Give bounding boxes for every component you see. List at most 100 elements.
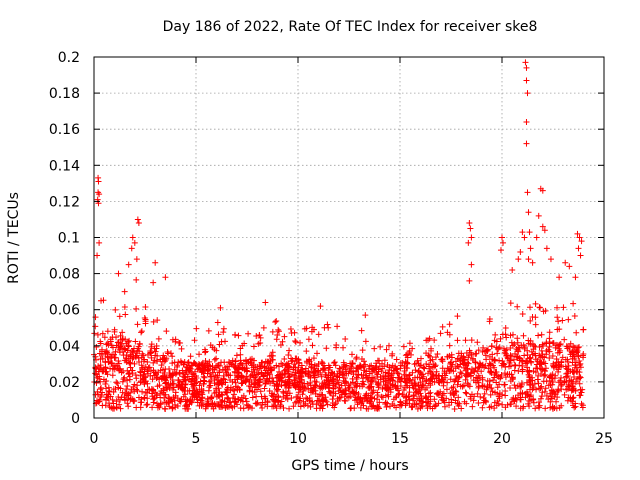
data-point <box>297 339 304 346</box>
data-point <box>452 358 459 365</box>
data-point <box>404 351 411 358</box>
data-point <box>530 395 537 402</box>
data-point <box>540 342 547 349</box>
data-point <box>456 357 463 364</box>
data-point <box>110 400 117 407</box>
data-point <box>232 358 239 365</box>
data-point <box>353 382 360 389</box>
data-point <box>367 384 374 391</box>
data-point <box>486 360 493 367</box>
data-point <box>313 379 320 386</box>
data-point <box>359 383 366 390</box>
data-point <box>539 389 546 396</box>
data-point <box>277 341 284 348</box>
data-point <box>133 256 140 263</box>
data-point <box>214 319 221 326</box>
data-point <box>383 403 390 410</box>
data-point <box>542 371 549 378</box>
data-point <box>137 399 144 406</box>
data-point <box>333 342 340 349</box>
data-point <box>497 247 504 254</box>
data-point <box>547 404 554 411</box>
data-point <box>368 378 375 385</box>
data-point <box>257 339 264 346</box>
data-point <box>215 379 222 386</box>
data-point <box>403 393 410 400</box>
data-point <box>336 365 343 372</box>
data-point <box>371 345 378 352</box>
data-point <box>578 389 585 396</box>
data-point <box>231 376 238 383</box>
data-point <box>565 383 572 390</box>
data-point <box>196 382 203 389</box>
data-point <box>158 362 165 369</box>
data-point <box>554 304 561 311</box>
data-point <box>297 372 304 379</box>
data-point <box>323 371 330 378</box>
data-point <box>527 245 534 252</box>
data-point <box>277 371 284 378</box>
data-point <box>120 368 127 375</box>
data-point <box>569 395 576 402</box>
data-point <box>124 377 131 384</box>
data-point <box>310 355 317 362</box>
data-point <box>272 319 279 326</box>
data-point <box>549 353 556 360</box>
data-point <box>538 393 545 400</box>
data-point <box>490 377 497 384</box>
data-point <box>462 367 469 374</box>
data-point <box>515 256 522 263</box>
data-point <box>185 366 192 373</box>
data-point <box>301 384 308 391</box>
data-point <box>391 402 398 409</box>
data-point <box>468 234 475 241</box>
data-point <box>207 377 214 384</box>
data-point <box>119 378 126 385</box>
data-point <box>285 360 292 367</box>
data-point <box>565 382 572 389</box>
data-point <box>162 373 169 380</box>
data-point <box>171 401 178 408</box>
data-point <box>112 348 119 355</box>
data-point <box>397 382 404 389</box>
data-point <box>440 379 447 386</box>
data-point <box>578 238 585 245</box>
data-point <box>275 328 282 335</box>
data-point <box>216 369 223 376</box>
data-point <box>519 368 526 375</box>
data-point <box>239 342 246 349</box>
chart-title: Day 186 of 2022, Rate Of TEC Index for r… <box>163 19 538 35</box>
data-point <box>106 388 113 395</box>
data-point <box>95 398 102 405</box>
data-point <box>141 356 148 363</box>
data-point <box>250 343 257 350</box>
data-point <box>200 377 207 384</box>
data-point <box>444 329 451 336</box>
data-point <box>110 386 117 393</box>
data-point <box>207 342 214 349</box>
data-point <box>358 327 365 334</box>
data-point <box>516 344 523 351</box>
data-point <box>537 304 544 311</box>
data-point <box>359 375 366 382</box>
data-point <box>430 361 437 368</box>
data-point <box>161 399 168 406</box>
data-points <box>91 59 587 412</box>
data-point <box>127 351 134 358</box>
data-point <box>395 391 402 398</box>
data-point <box>344 393 351 400</box>
data-point <box>567 340 574 347</box>
data-point <box>280 390 287 397</box>
data-point <box>112 306 119 313</box>
data-point <box>262 380 269 387</box>
data-point <box>121 345 128 352</box>
data-point <box>477 360 484 367</box>
data-point <box>423 350 430 357</box>
data-point <box>506 371 513 378</box>
data-point <box>523 77 530 84</box>
data-point <box>315 360 322 367</box>
data-point <box>286 390 293 397</box>
data-point <box>295 364 302 371</box>
data-point <box>488 342 495 349</box>
data-point <box>257 388 264 395</box>
